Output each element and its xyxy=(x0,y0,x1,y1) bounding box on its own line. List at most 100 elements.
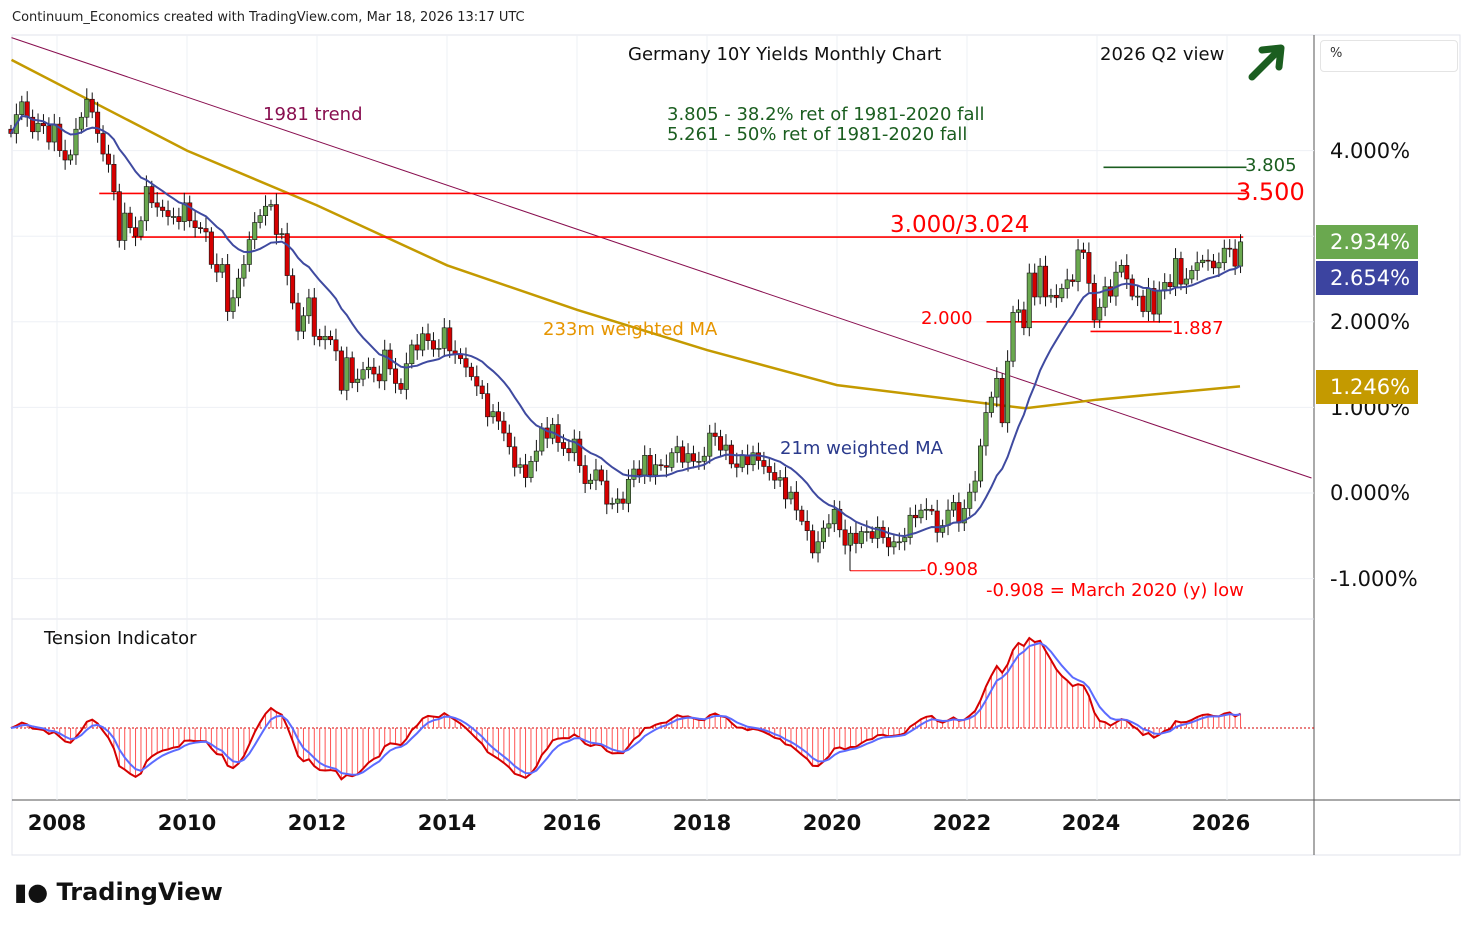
candle xyxy=(783,477,789,500)
candle xyxy=(279,233,285,235)
logo-mark-icon: ▮● xyxy=(14,878,57,906)
chart-title: Germany 10Y Yields Monthly Chart xyxy=(628,44,942,65)
candle xyxy=(425,333,431,341)
ma233-label: 233m weighted MA xyxy=(543,319,718,340)
candle xyxy=(593,469,599,481)
candle xyxy=(290,275,296,304)
logo-text: TradingView xyxy=(56,878,223,906)
candle xyxy=(306,297,312,317)
candle xyxy=(988,396,994,413)
axis-unit-box[interactable] xyxy=(1320,40,1458,72)
x-tick-label: 2012 xyxy=(287,811,347,835)
candle xyxy=(235,277,241,299)
trend-label: 1981 trend xyxy=(263,104,363,125)
candle xyxy=(690,453,696,462)
candle xyxy=(956,502,962,524)
candle xyxy=(1091,282,1097,321)
candle xyxy=(718,436,724,451)
candle xyxy=(181,202,187,222)
candle xyxy=(598,469,604,482)
candle xyxy=(40,122,46,127)
candle xyxy=(19,101,25,115)
candle xyxy=(528,461,534,478)
candle xyxy=(46,125,52,143)
candle xyxy=(831,508,837,525)
candle xyxy=(62,150,68,161)
x-tick-label: 2010 xyxy=(157,811,217,835)
candle xyxy=(187,202,193,222)
y-tick-label: -1.000% xyxy=(1330,567,1418,591)
candle xyxy=(1210,260,1216,269)
candle xyxy=(198,227,204,229)
candle xyxy=(273,204,279,235)
tradingview-logo[interactable]: ▮● TradingView xyxy=(14,878,223,906)
candle xyxy=(793,491,799,511)
candle xyxy=(230,297,236,312)
candle xyxy=(89,98,95,113)
candle xyxy=(241,264,247,279)
trend-line-1981 xyxy=(11,37,1312,479)
candle xyxy=(160,206,166,211)
candle xyxy=(1129,278,1135,297)
candle xyxy=(154,202,160,208)
candle xyxy=(788,491,794,500)
candle xyxy=(1010,312,1016,362)
candle xyxy=(170,216,176,218)
candle xyxy=(810,530,816,554)
candle xyxy=(707,432,713,457)
candle xyxy=(907,514,913,538)
candle xyxy=(78,116,84,130)
candle xyxy=(1183,278,1189,285)
candle xyxy=(1200,259,1206,264)
candle xyxy=(961,508,967,524)
candle xyxy=(1216,262,1222,269)
candle xyxy=(1238,241,1244,267)
candle xyxy=(523,464,529,478)
candle xyxy=(615,498,621,504)
candle xyxy=(122,212,128,241)
candle xyxy=(712,432,718,437)
candle xyxy=(376,373,382,382)
candle xyxy=(490,411,496,418)
candle xyxy=(923,508,929,511)
x-tick-label: 2024 xyxy=(1061,811,1121,835)
candle xyxy=(994,377,1000,398)
candle xyxy=(111,163,117,192)
indicator-blue-line xyxy=(10,641,1241,776)
candle xyxy=(501,420,507,434)
candle xyxy=(1135,295,1141,298)
candle xyxy=(967,491,973,509)
x-tick-label: 2022 xyxy=(932,811,992,835)
candle xyxy=(1173,258,1179,288)
candle xyxy=(403,363,409,390)
candle xyxy=(772,472,778,481)
candle xyxy=(138,220,144,237)
candle xyxy=(149,186,155,204)
chart-frame xyxy=(11,34,1461,856)
candle xyxy=(295,302,301,332)
candle xyxy=(685,453,691,463)
candle xyxy=(420,333,426,351)
level-label: 3.805 xyxy=(1245,155,1297,176)
candle xyxy=(999,377,1005,424)
candle xyxy=(799,509,805,522)
candle xyxy=(382,349,388,382)
candle xyxy=(143,186,149,222)
candle xyxy=(864,531,870,533)
candle xyxy=(680,446,686,463)
candle xyxy=(328,336,334,341)
candle xyxy=(978,445,984,482)
y-tick-label: 0.000% xyxy=(1330,481,1411,505)
candle xyxy=(950,502,956,511)
candle xyxy=(875,526,881,539)
candle xyxy=(1064,279,1070,289)
candle xyxy=(360,369,366,380)
candle xyxy=(1189,270,1195,280)
candle xyxy=(127,212,133,228)
candle xyxy=(84,98,90,118)
candle xyxy=(820,527,826,543)
candle xyxy=(609,502,615,505)
candle xyxy=(441,327,447,349)
candle xyxy=(815,541,821,554)
